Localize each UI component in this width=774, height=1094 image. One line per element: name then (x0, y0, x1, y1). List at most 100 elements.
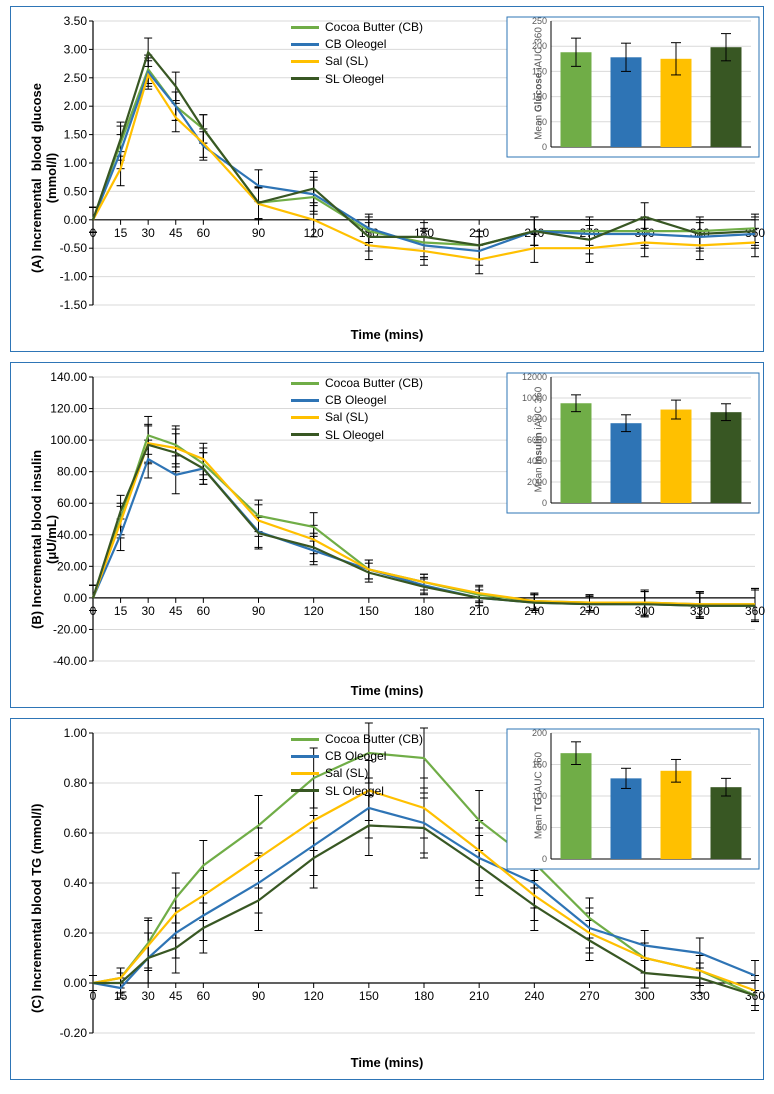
legend-label: Cocoa Butter (CB) (325, 375, 423, 391)
svg-text:30: 30 (141, 226, 155, 240)
y-axis-label: (B) Incremental blood insulin(μU/mL) (29, 450, 59, 629)
legend-label: Cocoa Butter (CB) (325, 731, 423, 747)
svg-text:15: 15 (114, 226, 128, 240)
legend-row: Sal (SL) (291, 765, 423, 781)
legend-row: Cocoa Butter (CB) (291, 375, 423, 391)
y-axis-label: (A) Incremental blood glucose(mmol/l) (29, 83, 59, 273)
legend-row: CB Oleogel (291, 748, 423, 764)
svg-text:0.40: 0.40 (64, 876, 88, 890)
legend-swatch (291, 382, 319, 385)
legend-label: CB Oleogel (325, 392, 386, 408)
legend-label: CB Oleogel (325, 36, 386, 52)
svg-text:210: 210 (469, 989, 489, 1003)
legend-row: CB Oleogel (291, 36, 423, 52)
panel-b: -40.00-20.000.0020.0040.0060.0080.00100.… (10, 362, 764, 708)
svg-text:90: 90 (252, 226, 266, 240)
svg-text:180: 180 (414, 989, 434, 1003)
inset-y-axis-label: Mean TG iAUC 360 (534, 736, 545, 856)
legend-label: Sal (SL) (325, 765, 368, 781)
legend-label: CB Oleogel (325, 748, 386, 764)
svg-text:0.20: 0.20 (64, 926, 88, 940)
inset-bar-CB (561, 403, 592, 503)
legend-swatch (291, 43, 319, 46)
svg-text:80.00: 80.00 (57, 465, 87, 479)
inset-bar-SLO (711, 412, 742, 503)
legend-label: Sal (SL) (325, 409, 368, 425)
svg-text:0.00: 0.00 (64, 976, 88, 990)
svg-text:60.00: 60.00 (57, 496, 87, 510)
svg-text:-40.00: -40.00 (53, 654, 87, 668)
legend: Cocoa Butter (CB)CB OleogelSal (SL) SL Ol… (291, 375, 423, 444)
inset-bar-CBO (611, 423, 642, 503)
legend-row: SL Oleogel (291, 427, 423, 443)
svg-text:20.00: 20.00 (57, 559, 87, 573)
svg-text:0.00: 0.00 (64, 591, 88, 605)
legend-swatch (291, 738, 319, 741)
x-axis-label: Time (mins) (11, 683, 763, 698)
inset-bar-SL (661, 771, 692, 859)
legend-label: Cocoa Butter (CB) (325, 19, 423, 35)
inset-y-axis-label: Mean Insulin iAUC 360 (534, 380, 545, 500)
svg-text:150: 150 (359, 604, 379, 618)
svg-text:-1.50: -1.50 (60, 298, 88, 312)
svg-text:180: 180 (414, 604, 434, 618)
legend-swatch (291, 755, 319, 758)
svg-text:45: 45 (169, 226, 183, 240)
svg-text:-1.00: -1.00 (60, 270, 88, 284)
svg-text:120: 120 (304, 989, 324, 1003)
svg-text:45: 45 (169, 989, 183, 1003)
svg-text:90: 90 (252, 989, 266, 1003)
legend-label: SL Oleogel (325, 427, 384, 443)
svg-text:270: 270 (579, 989, 599, 1003)
x-axis-label: Time (mins) (11, 1055, 763, 1070)
svg-text:15: 15 (114, 604, 128, 618)
legend-row: SL Oleogel (291, 783, 423, 799)
svg-text:0: 0 (90, 989, 97, 1003)
legend-label: SL Oleogel (325, 71, 384, 87)
panel-c: -0.200.000.200.400.600.801.0001530456090… (10, 718, 764, 1080)
svg-text:100.00: 100.00 (50, 433, 87, 447)
legend-swatch (291, 772, 319, 775)
svg-text:60: 60 (197, 989, 211, 1003)
legend-row: Cocoa Butter (CB) (291, 731, 423, 747)
svg-text:240: 240 (524, 989, 544, 1003)
svg-text:-0.20: -0.20 (60, 1026, 88, 1040)
legend-swatch (291, 789, 319, 792)
legend-row: CB Oleogel (291, 392, 423, 408)
legend-row: Sal (SL) (291, 409, 423, 425)
legend: Cocoa Butter (CB)CB OleogelSal (SL) SL Ol… (291, 19, 423, 88)
legend-swatch (291, 77, 319, 80)
inset-y-axis-label: Mean Glucose iAUC 360 (534, 24, 545, 144)
svg-text:0: 0 (542, 142, 547, 152)
svg-text:60: 60 (197, 226, 211, 240)
svg-text:0.00: 0.00 (64, 213, 88, 227)
svg-text:2.50: 2.50 (64, 71, 88, 85)
inset-bar-SL (661, 410, 692, 503)
svg-text:1.00: 1.00 (64, 156, 88, 170)
inset-bar-SLO (711, 787, 742, 859)
svg-text:120.00: 120.00 (50, 402, 87, 416)
legend-swatch (291, 60, 319, 63)
svg-text:45: 45 (169, 604, 183, 618)
svg-text:3.50: 3.50 (64, 14, 88, 28)
svg-text:60: 60 (197, 604, 211, 618)
legend-row: Cocoa Butter (CB) (291, 19, 423, 35)
svg-text:140.00: 140.00 (50, 370, 87, 384)
svg-text:0: 0 (542, 498, 547, 508)
inset-bar-CB (561, 753, 592, 859)
svg-text:1.00: 1.00 (64, 726, 88, 740)
svg-text:0.50: 0.50 (64, 184, 88, 198)
svg-text:0.60: 0.60 (64, 826, 88, 840)
svg-text:-0.50: -0.50 (60, 241, 88, 255)
legend: Cocoa Butter (CB)CB OleogelSal (SL) SL Ol… (291, 731, 423, 800)
legend-row: SL Oleogel (291, 71, 423, 87)
svg-text:40.00: 40.00 (57, 528, 87, 542)
x-axis-label: Time (mins) (11, 327, 763, 342)
inset-bar-CBO (611, 778, 642, 859)
svg-text:0.80: 0.80 (64, 776, 88, 790)
legend-label: Sal (SL) (325, 53, 368, 69)
svg-text:120: 120 (304, 604, 324, 618)
legend-swatch (291, 433, 319, 436)
svg-text:3.00: 3.00 (64, 42, 88, 56)
legend-swatch (291, 26, 319, 29)
